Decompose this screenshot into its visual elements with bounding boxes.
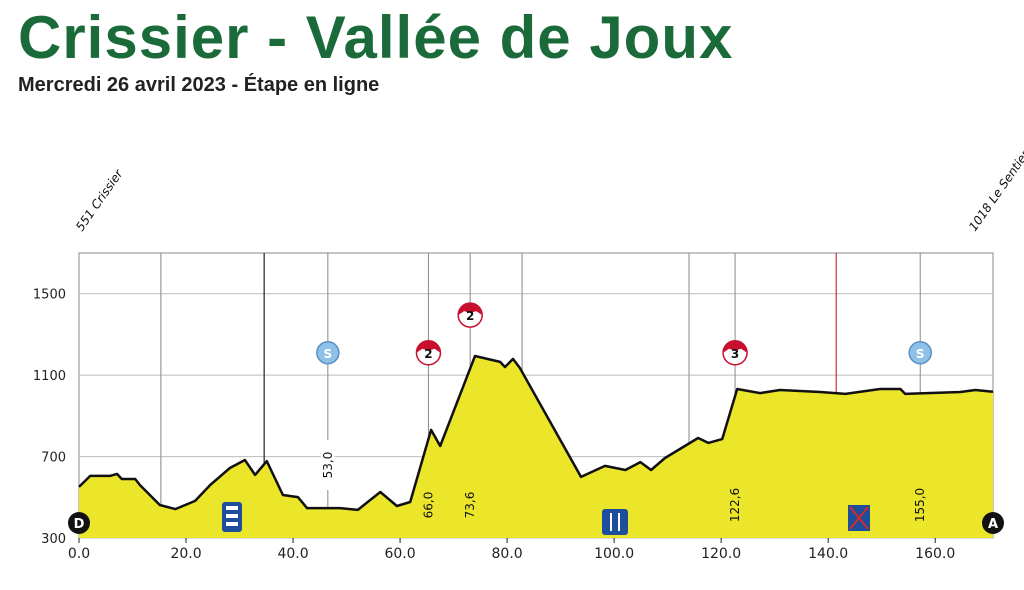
climb-badge-top xyxy=(416,340,441,353)
icons xyxy=(222,502,870,535)
no-litter-icon xyxy=(848,505,870,531)
marker-label: 66,0 xyxy=(421,492,435,519)
place-label: 551 Crissier xyxy=(73,166,126,233)
endpoint-badge xyxy=(68,512,90,534)
marker-label: 53,0 xyxy=(321,452,335,479)
y-tick-label: 1100 xyxy=(33,369,66,384)
badge-label: 3 xyxy=(731,347,739,361)
header: Crissier - Vallée de Joux Mercredi 26 av… xyxy=(18,2,733,97)
subtitle: Mercredi 26 avril 2023 - Étape en ligne xyxy=(18,74,380,96)
x-tick-label: 80.0 xyxy=(492,546,523,562)
x-tick-label: 140.0 xyxy=(808,546,848,562)
x-tick-label: 100.0 xyxy=(594,546,634,562)
x-tick-label: 20.0 xyxy=(170,546,201,562)
climb-badge-top xyxy=(458,303,483,316)
x-tick-label: 40.0 xyxy=(277,546,308,562)
badge-label: S xyxy=(324,347,333,361)
endpoint-code: A xyxy=(988,517,998,532)
climb-badge-top xyxy=(723,340,748,353)
endpoint-badge xyxy=(982,512,1004,534)
x-tick-label: 120.0 xyxy=(701,546,741,562)
marker-label: 73,6 xyxy=(463,492,477,519)
x-tick-label: 160.0 xyxy=(915,546,955,562)
x-tick-label: 60.0 xyxy=(384,546,415,562)
title: Crissier - Vallée de Joux xyxy=(18,4,734,71)
marker-label-bg xyxy=(320,440,335,490)
badge-label: 2 xyxy=(424,347,432,361)
badge-label: S xyxy=(916,347,925,361)
y-tick-label: 700 xyxy=(41,451,66,466)
marker-label: 122,6 xyxy=(728,488,742,522)
x-tick-label: 0.0 xyxy=(68,546,90,562)
sprint-badge xyxy=(908,341,932,365)
food-icon xyxy=(602,509,628,535)
y-tick-label: 1500 xyxy=(33,288,66,303)
place-label: 1018 Le Sentier xyxy=(966,147,1024,234)
badge-label: 2 xyxy=(466,309,474,323)
area-fill xyxy=(79,356,993,538)
marker-label: 155,0 xyxy=(913,488,927,522)
endpoint-code: D xyxy=(74,517,85,532)
profile-line xyxy=(78,354,994,512)
sprint-badge xyxy=(316,341,340,365)
feed-icon xyxy=(222,502,242,532)
y-tick-label: 300 xyxy=(41,532,66,547)
